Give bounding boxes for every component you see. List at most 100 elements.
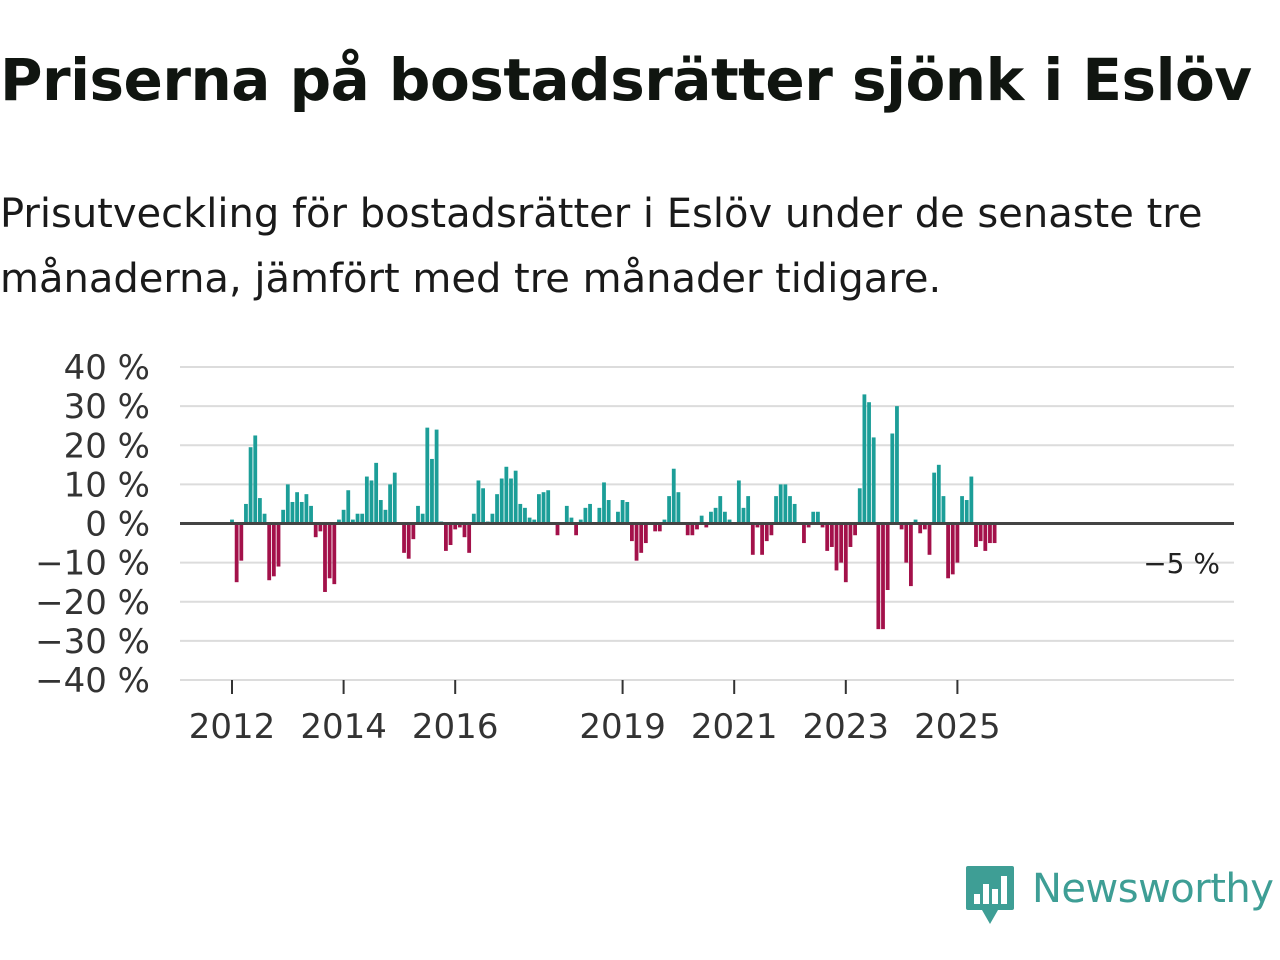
- bar: [676, 492, 681, 524]
- bar: [657, 523, 662, 532]
- bar: [964, 500, 969, 524]
- bar: [950, 523, 955, 575]
- bar: [253, 435, 258, 524]
- bar: [885, 523, 890, 591]
- bar: [230, 519, 234, 524]
- bar: [941, 496, 946, 524]
- bar: [630, 523, 634, 542]
- bar: [685, 523, 690, 536]
- bar: [890, 433, 895, 524]
- bar: [430, 458, 434, 524]
- brand-name: Newsworthy: [1032, 866, 1274, 912]
- bar: [904, 523, 909, 563]
- bar: [444, 523, 448, 551]
- bar: [946, 523, 950, 579]
- bar: [867, 402, 871, 524]
- bar-chart: 40 %30 %20 %10 %0 %−10 %−20 %−30 %−40 % …: [35, 348, 1234, 747]
- y-tick-label: 0 %: [85, 505, 150, 545]
- bar: [462, 523, 467, 538]
- bar: [746, 496, 751, 524]
- bar: [713, 507, 718, 524]
- bar: [574, 523, 578, 536]
- x-tick-label: 2019: [579, 707, 666, 747]
- bar: [834, 523, 839, 571]
- bar: [727, 519, 732, 524]
- bar: [718, 496, 723, 524]
- bar: [704, 523, 709, 528]
- bar: [922, 523, 927, 530]
- bar: [351, 519, 355, 524]
- bar: [667, 496, 671, 524]
- bar: [271, 523, 276, 577]
- bar: [653, 523, 658, 532]
- bar: [583, 507, 588, 524]
- bar: [802, 523, 806, 544]
- bar: [992, 523, 997, 544]
- bar: [974, 523, 978, 547]
- bar: [806, 523, 811, 528]
- bar: [448, 523, 453, 546]
- bar: [337, 519, 341, 524]
- bar: [723, 511, 727, 524]
- bar: [969, 476, 974, 524]
- bar: [244, 503, 248, 524]
- bar: [853, 523, 857, 536]
- bar: [318, 523, 323, 532]
- bar: [239, 523, 244, 561]
- bar: [881, 523, 885, 630]
- bar: [643, 523, 648, 544]
- bar: [434, 429, 439, 524]
- newsworthy-logo: Newsworthy: [964, 864, 1280, 926]
- bar: [774, 496, 778, 524]
- bar: [523, 507, 527, 524]
- bar: [597, 507, 602, 524]
- bar: [355, 513, 360, 524]
- bar: [695, 523, 699, 530]
- x-tick-label: 2025: [914, 707, 1001, 747]
- bar: [276, 523, 281, 567]
- bar: [341, 509, 346, 524]
- y-tick-label: 10 %: [64, 465, 150, 505]
- bar: [783, 484, 788, 524]
- bar: [532, 519, 537, 524]
- last-value-label: −5 %: [1143, 547, 1220, 580]
- bar: [304, 494, 309, 524]
- bar: [425, 427, 430, 524]
- bar: [825, 523, 830, 551]
- x-tick-label: 2021: [691, 707, 778, 747]
- bar: [364, 476, 369, 524]
- bar: [285, 484, 290, 524]
- bar: [662, 519, 667, 524]
- bar: [988, 523, 992, 544]
- bar: [606, 500, 611, 524]
- bar: [411, 523, 416, 540]
- bar: [569, 517, 574, 524]
- bar: [820, 523, 825, 528]
- y-tick-label: −20 %: [35, 583, 150, 623]
- bar: [983, 523, 988, 551]
- bar: [467, 523, 472, 553]
- bar: [383, 509, 388, 524]
- bar: [699, 515, 704, 524]
- bar: [932, 472, 937, 524]
- bar: [876, 523, 881, 630]
- bar: [839, 523, 844, 563]
- bar: [392, 472, 397, 524]
- bar: [564, 505, 569, 524]
- x-tick-label: 2012: [189, 707, 276, 747]
- y-tick-label: −10 %: [35, 544, 150, 584]
- bar: [527, 517, 532, 524]
- bar: [290, 501, 295, 524]
- bar: [388, 484, 392, 524]
- bar: [374, 462, 379, 524]
- bar: [709, 511, 713, 524]
- gridlines: [180, 366, 1234, 681]
- bar: [258, 498, 262, 524]
- bar: [509, 478, 513, 524]
- bar: [416, 505, 420, 524]
- bar: [471, 513, 476, 524]
- bar: [537, 494, 541, 524]
- x-tick-label: 2023: [803, 707, 890, 747]
- bar: [960, 496, 964, 524]
- bar: [625, 501, 630, 524]
